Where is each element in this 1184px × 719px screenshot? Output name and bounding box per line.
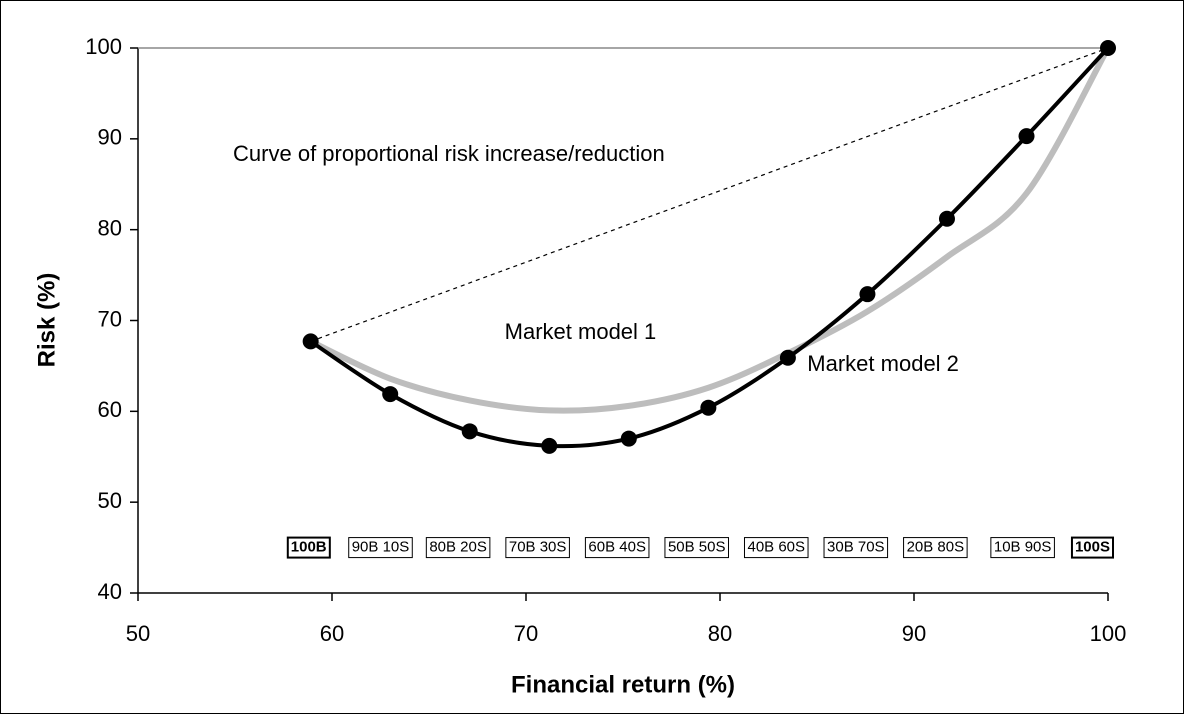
mix-label: 60B 40S	[588, 539, 646, 556]
curve	[309, 46, 1111, 414]
point	[461, 423, 478, 440]
y-tick-label: 70	[98, 306, 122, 331]
mix-label-box	[990, 537, 1055, 559]
mix-label: 10B 90S	[994, 539, 1052, 556]
y-tick-label: 40	[98, 579, 122, 604]
mix-label-box	[743, 537, 809, 559]
point	[938, 210, 955, 227]
x-tick-label: 100	[1090, 621, 1127, 646]
mix-label-box	[425, 537, 491, 559]
point	[620, 430, 637, 447]
point	[382, 386, 399, 403]
y-tick-label: 50	[98, 488, 122, 513]
point	[700, 399, 717, 416]
point	[779, 349, 796, 366]
mix-label: 80B 20S	[429, 539, 487, 556]
y-tick-label: 60	[98, 397, 122, 422]
mix-label-box	[505, 537, 570, 559]
x-tick-label: 80	[708, 621, 732, 646]
point	[1100, 40, 1116, 56]
x-tick-label: 50	[126, 621, 150, 646]
annotation: Curve of proportional risk increase/redu…	[233, 141, 665, 166]
x-tick-label: 90	[902, 621, 926, 646]
x-axis-label: Financial return (%)	[511, 671, 735, 698]
mix-label: 50B 50S	[668, 539, 726, 556]
mix-label: 100S	[1075, 539, 1110, 556]
mix-label: 20B 80S	[907, 539, 965, 556]
mix-label-box	[664, 537, 729, 559]
mix-label-box	[903, 537, 968, 559]
annotation: Market model 1	[505, 319, 657, 344]
mix-label-box	[823, 537, 889, 559]
y-tick-label: 100	[85, 34, 122, 59]
mix-label-box	[286, 536, 331, 559]
point	[302, 333, 319, 350]
y-tick-label: 80	[98, 215, 122, 240]
x-tick-label: 70	[514, 621, 538, 646]
y-axis-label: Risk (%)	[33, 273, 60, 368]
point	[1018, 128, 1035, 145]
annotation: Market model 2	[807, 351, 959, 376]
mix-label: 40B 60S	[747, 539, 805, 556]
mix-label: 70B 30S	[509, 539, 567, 556]
mix-label: 100B	[291, 539, 327, 556]
y-tick-label: 90	[98, 125, 122, 150]
mix-label: 30B 70S	[827, 539, 885, 556]
point	[859, 286, 876, 303]
mix-label: 90B 10S	[352, 539, 410, 556]
point	[541, 437, 558, 454]
curve	[309, 46, 1110, 449]
x-tick-label: 60	[320, 621, 344, 646]
mix-label-box	[348, 537, 413, 559]
mix-label-box	[584, 537, 650, 559]
reference-line	[310, 47, 1109, 342]
mix-label-box	[1070, 536, 1115, 559]
